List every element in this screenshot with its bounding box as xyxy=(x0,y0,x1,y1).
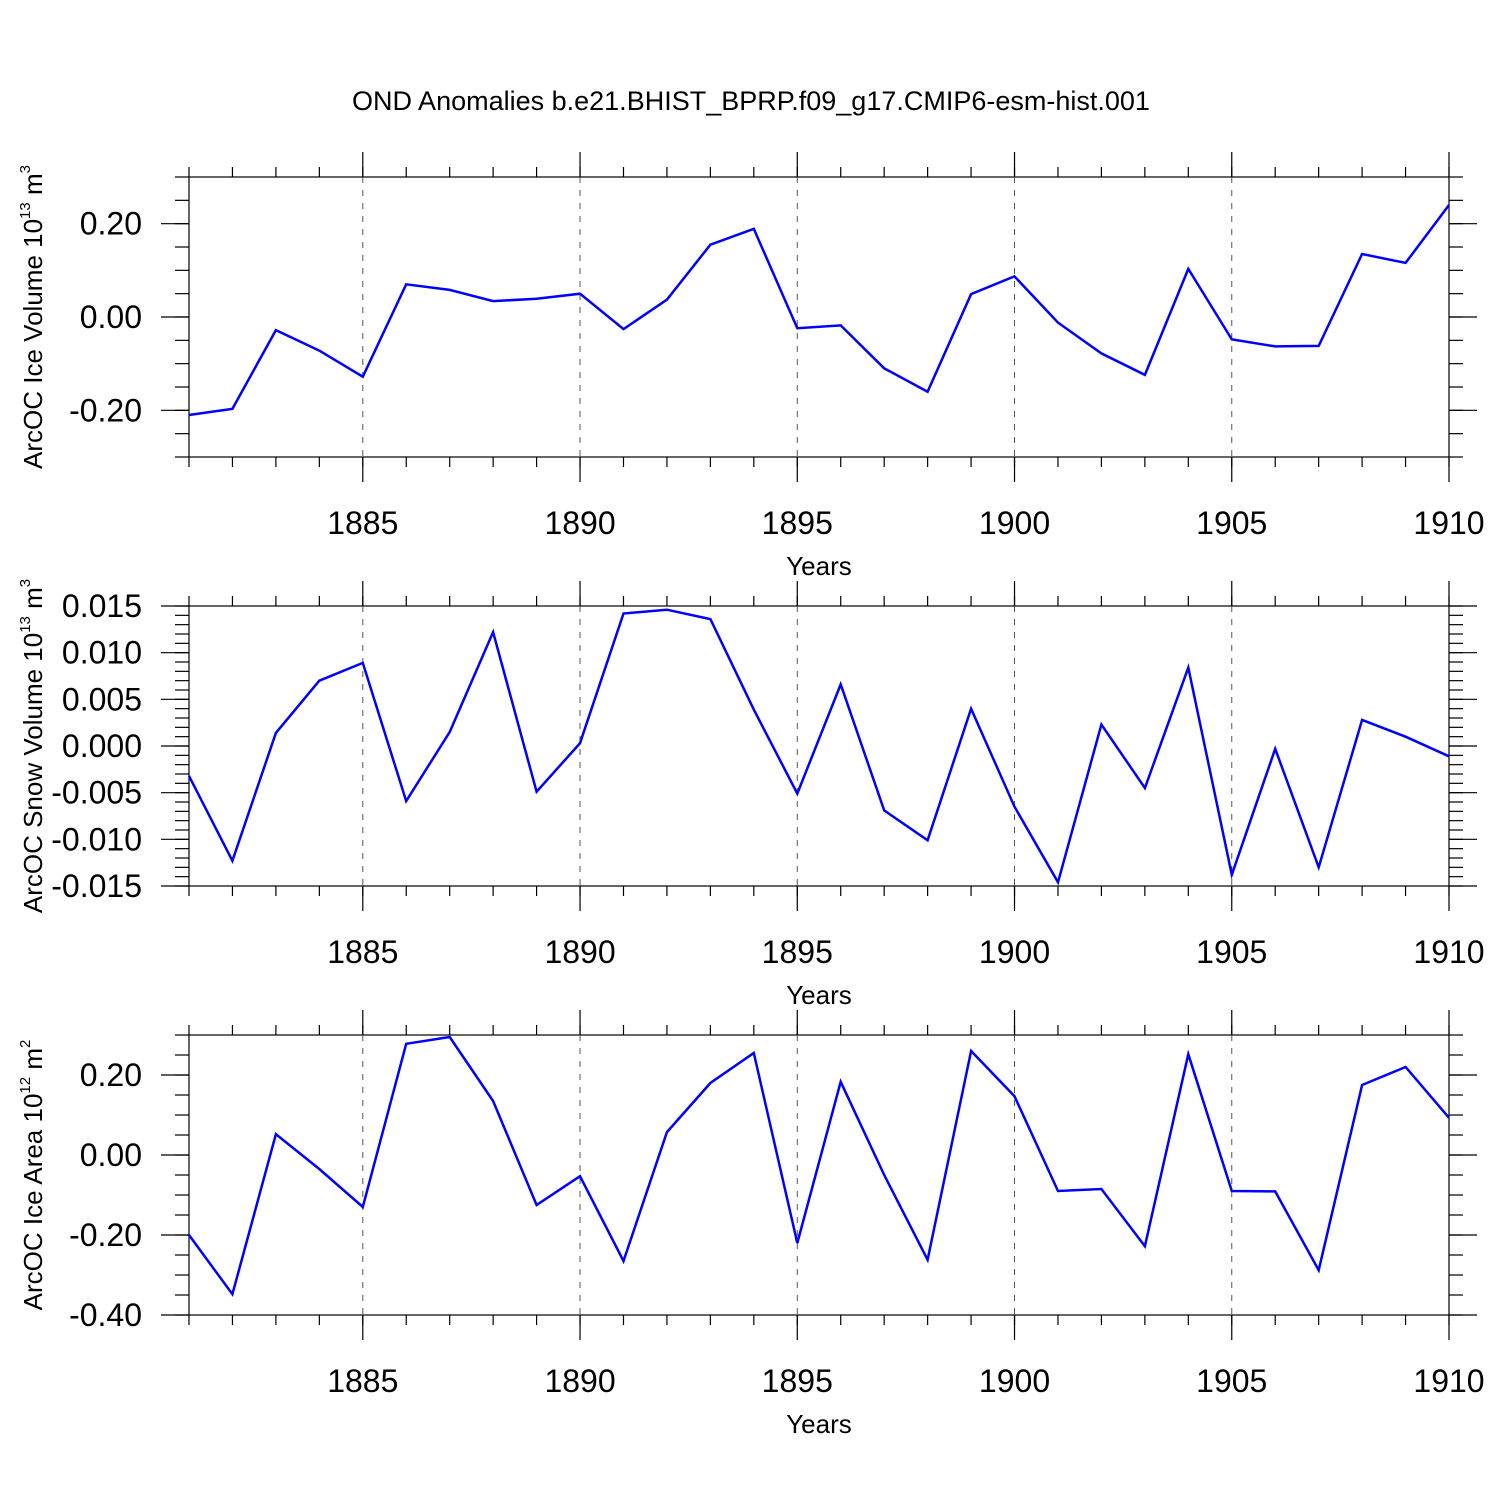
y-tick-label: 0.20 xyxy=(80,1057,142,1093)
x-tick-label: 1890 xyxy=(544,934,615,970)
y-tick-label: -0.010 xyxy=(51,821,142,857)
y-axis-label-unit-exponent: 3 xyxy=(17,165,34,173)
y-tick-label: 0.010 xyxy=(62,635,142,671)
x-tick-label: 1890 xyxy=(544,505,615,541)
x-tick-labels: 1885 1890 1895 1900 1905 1910 xyxy=(327,1363,1484,1399)
y-axis-label-main: ArcOC Ice Volume 10 xyxy=(18,219,48,469)
y-tick-label: 0.015 xyxy=(62,588,142,624)
x-axis-label: Years xyxy=(786,980,852,1010)
x-tick-label: 1895 xyxy=(762,934,833,970)
y-axis-label-exponent: 12 xyxy=(17,1077,34,1094)
y-axis-label-main: ArcOC Ice Area 10 xyxy=(18,1094,48,1311)
x-tick-label: 1895 xyxy=(762,1363,833,1399)
panel-snow-volume: -0.015 -0.010 -0.005 0.000 0.005 0.010 0.015 1… xyxy=(17,579,1485,1010)
y-axis-label-unit: m xyxy=(18,587,48,616)
series-line xyxy=(187,1035,1450,1298)
x-tick-label: 1910 xyxy=(1413,934,1484,970)
x-tick-label: 1885 xyxy=(327,505,398,541)
x-grid xyxy=(362,606,1233,886)
x-grid xyxy=(362,1035,1233,1315)
x-tick-label: 1900 xyxy=(979,1363,1050,1399)
x-tick-label: 1905 xyxy=(1196,1363,1267,1399)
y-tick-label: -0.015 xyxy=(51,868,142,904)
y-tick-label: 0.005 xyxy=(62,681,142,717)
x-tick-labels: 1885 1890 1895 1900 1905 1910 xyxy=(327,934,1484,970)
axis-ticks xyxy=(161,1010,1477,1340)
y-tick-label: -0.20 xyxy=(69,1217,142,1253)
y-tick-label: 0.00 xyxy=(80,299,142,335)
y-axis-label-unit-exponent: 3 xyxy=(17,579,34,587)
x-tick-label: 1890 xyxy=(544,1363,615,1399)
plot-frame xyxy=(188,1034,1450,1316)
axis-ticks xyxy=(161,581,1477,911)
y-axis-label-unit: m xyxy=(18,173,48,202)
y-tick-label: -0.40 xyxy=(69,1297,142,1333)
axis-ticks xyxy=(161,152,1477,482)
panel-ice-area: -0.40-0.200.000.20 1885 1890 1895 1900 1905 1… xyxy=(17,1010,1485,1439)
x-grid xyxy=(362,177,1233,457)
x-tick-label: 1900 xyxy=(979,505,1050,541)
y-tick-label: -0.005 xyxy=(51,775,142,811)
y-tick-labels: -0.015 -0.010 -0.005 0.000 0.005 0.010 0.015 xyxy=(51,588,142,904)
y-tick-labels: -0.20 0.00 0.20 xyxy=(69,206,142,429)
y-axis-label-exponent: 13 xyxy=(17,616,34,633)
x-tick-label: 1910 xyxy=(1413,505,1484,541)
x-axis-label: Years xyxy=(786,551,852,581)
y-axis-label-exponent: 13 xyxy=(17,202,34,219)
x-tick-label: 1900 xyxy=(979,934,1050,970)
x-tick-label: 1905 xyxy=(1196,505,1267,541)
x-tick-labels: 1885 1890 1895 1900 1905 1910 xyxy=(327,505,1484,541)
y-axis-label: ArcOC Ice Area 1012 m2 xyxy=(17,1040,48,1311)
x-tick-label: 1895 xyxy=(762,505,833,541)
x-axis-label: Years xyxy=(786,1409,852,1439)
x-tick-label: 1910 xyxy=(1413,1363,1484,1399)
series-line xyxy=(188,204,1451,417)
plot-frame xyxy=(188,176,1450,458)
y-tick-label: -0.20 xyxy=(69,392,142,428)
y-axis-label-unit-exponent: 2 xyxy=(17,1040,34,1048)
y-tick-label: 0.20 xyxy=(80,206,142,242)
y-axis-label: ArcOC Ice Volume 1013 m3 xyxy=(17,165,48,469)
plot-frame xyxy=(188,605,1450,887)
y-tick-label: 0.000 xyxy=(62,728,142,764)
y-axis-label: ArcOC Snow Volume 1013 m3 xyxy=(17,579,48,913)
series-line xyxy=(187,608,1450,886)
y-tick-labels: -0.40 -0.20 0.00 0.20 xyxy=(69,1057,142,1333)
y-axis-label-unit: m xyxy=(18,1048,48,1077)
y-axis-label-main: ArcOC Snow Volume 10 xyxy=(18,633,48,913)
x-tick-label: 1905 xyxy=(1196,934,1267,970)
panel-ice-volume: -0.20 0.00 0.20 1885 1890 1895 1900 1905 1910 Y… xyxy=(17,152,1485,581)
x-tick-label: 1885 xyxy=(327,934,398,970)
chart-title: OND Anomalies b.e21.BHIST_BPRP.f09_g17.C… xyxy=(352,86,1150,116)
x-tick-label: 1885 xyxy=(327,1363,398,1399)
y-tick-label: 0.00 xyxy=(80,1137,142,1173)
